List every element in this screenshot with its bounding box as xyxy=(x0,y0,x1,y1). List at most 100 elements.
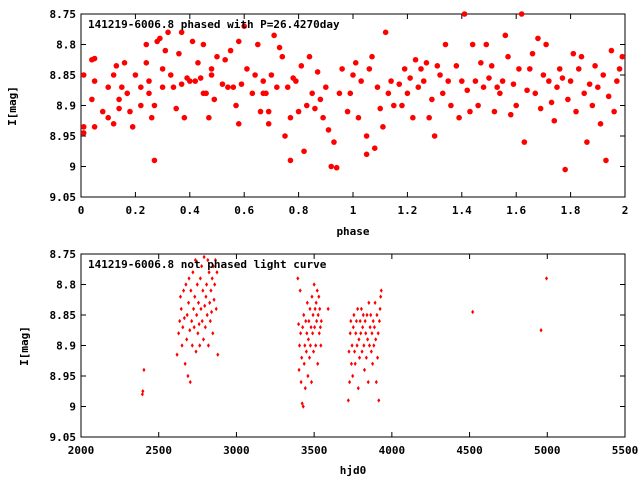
data-point xyxy=(192,78,199,84)
data-point xyxy=(570,50,577,57)
data-point xyxy=(110,121,117,127)
data-point xyxy=(305,300,309,305)
data-point xyxy=(385,90,392,97)
y-tick-label: 8.9 xyxy=(56,100,76,113)
data-point xyxy=(363,133,370,139)
data-point xyxy=(556,66,563,72)
data-point xyxy=(187,276,191,281)
data-point xyxy=(429,96,435,103)
data-point xyxy=(178,81,185,87)
data-point xyxy=(377,105,384,112)
unphased-x-axis-label: hjd0 xyxy=(340,464,367,477)
data-point xyxy=(376,331,380,336)
data-point xyxy=(442,41,449,48)
data-point xyxy=(175,352,179,357)
data-point xyxy=(521,139,528,145)
data-point xyxy=(193,257,197,263)
data-point xyxy=(159,66,166,72)
data-point xyxy=(475,102,481,109)
data-point xyxy=(562,166,568,173)
data-point xyxy=(213,257,217,263)
data-point xyxy=(448,102,454,109)
data-point xyxy=(138,84,144,90)
x-tick-label: 3000 xyxy=(223,444,250,457)
data-point xyxy=(366,379,370,385)
data-point xyxy=(300,401,304,406)
data-point xyxy=(364,355,368,360)
data-point xyxy=(265,121,272,127)
data-point xyxy=(91,55,98,62)
data-point xyxy=(336,90,343,97)
data-point xyxy=(311,312,315,318)
data-point xyxy=(426,114,432,121)
data-point xyxy=(488,63,495,69)
data-point xyxy=(105,114,111,121)
data-point xyxy=(303,102,310,109)
data-point xyxy=(214,53,220,60)
data-point xyxy=(323,84,329,90)
data-point xyxy=(353,349,357,354)
unphased-y-axis-label: I[mag] xyxy=(18,326,31,366)
data-point xyxy=(407,75,413,81)
data-point xyxy=(206,257,210,263)
data-point xyxy=(491,108,498,115)
y-tick-label: 8.9 xyxy=(56,340,76,353)
data-point xyxy=(352,60,359,66)
phased-plot-title: 141219-6006.8 phased with P=26.4270day xyxy=(88,18,340,31)
data-point xyxy=(298,63,305,69)
data-point xyxy=(353,361,357,366)
data-point xyxy=(374,84,381,90)
y-tick-label: 8.8 xyxy=(56,279,76,292)
data-point xyxy=(376,355,380,360)
data-point xyxy=(208,300,212,305)
data-point xyxy=(309,325,313,330)
data-point xyxy=(183,361,187,366)
data-point xyxy=(129,124,136,130)
x-tick-label: 1 xyxy=(350,204,357,217)
data-point xyxy=(434,63,441,69)
data-point xyxy=(314,300,318,305)
data-point xyxy=(371,361,375,366)
data-point xyxy=(296,276,300,281)
data-point xyxy=(148,114,155,121)
data-point xyxy=(348,331,352,336)
data-point xyxy=(537,105,544,112)
x-tick-label: 0.8 xyxy=(289,204,309,217)
data-point xyxy=(354,331,358,336)
data-point xyxy=(371,318,375,324)
y-tick-label: 9 xyxy=(69,161,76,174)
data-point xyxy=(461,11,468,17)
data-point xyxy=(527,66,533,72)
data-point xyxy=(529,50,536,57)
data-point xyxy=(303,386,307,391)
data-point xyxy=(494,84,500,90)
data-point xyxy=(80,72,87,78)
data-point xyxy=(178,294,183,299)
data-point xyxy=(181,325,185,330)
data-point xyxy=(540,72,547,78)
y-tick-label: 8.95 xyxy=(50,130,77,143)
data-point xyxy=(497,90,503,97)
data-point xyxy=(516,66,522,72)
data-point xyxy=(185,312,189,318)
data-point xyxy=(205,282,209,287)
data-point xyxy=(165,29,171,36)
data-point xyxy=(410,114,416,121)
data-point xyxy=(105,84,111,90)
data-point xyxy=(357,337,361,342)
phased-x-axis-label: phase xyxy=(336,225,369,238)
y-tick-label: 8.8 xyxy=(56,39,76,52)
data-point xyxy=(310,294,314,299)
data-point xyxy=(350,72,356,78)
data-point xyxy=(180,343,184,348)
data-point xyxy=(297,321,301,327)
data-point xyxy=(265,108,272,115)
data-point xyxy=(314,343,318,348)
y-tick-label: 8.85 xyxy=(50,69,77,82)
data-point xyxy=(370,331,374,336)
data-point xyxy=(197,321,201,327)
data-point xyxy=(233,102,239,109)
data-point xyxy=(349,361,353,366)
data-point xyxy=(141,389,145,394)
